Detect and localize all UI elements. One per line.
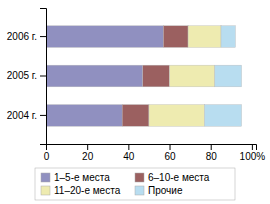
bar	[46, 105, 122, 127]
legend-label: 6–10-е места	[148, 172, 210, 183]
bar	[205, 105, 242, 127]
tick: 60	[164, 144, 176, 162]
legend-swatch	[135, 186, 144, 195]
legend-item: Прочие	[135, 185, 183, 196]
tick: 20	[82, 144, 94, 162]
bar	[221, 26, 235, 48]
tick: 0	[44, 144, 50, 162]
bar	[46, 65, 143, 87]
legend: 1–5-е места 6–10-е места 11–20-е места Проч…	[35, 168, 235, 200]
tick: 2005 г.	[7, 70, 46, 81]
tick-label: 100%	[240, 151, 266, 162]
tick-mark	[211, 144, 212, 150]
tick-label: 60	[164, 151, 176, 162]
value-axis: 0 20 40 60 80 100%	[44, 144, 266, 162]
legend-label: Прочие	[148, 185, 183, 196]
tick: 2006 г.	[7, 31, 46, 42]
tick-mark	[87, 144, 88, 150]
plot: 0 20 40 60 80 100% 2004 г. 2005 г. 2006 г.	[7, 9, 266, 163]
tick-label: 2005 г.	[7, 70, 37, 81]
tick-mark	[40, 115, 46, 116]
legend-label: 1–5-е места	[54, 172, 110, 183]
bar	[143, 65, 170, 87]
legend-item: 6–10-е места	[135, 172, 210, 183]
tick-label: 2004 г.	[7, 110, 37, 121]
tick: 2004 г.	[7, 110, 46, 121]
bar	[215, 65, 242, 87]
tick: 100%	[240, 144, 266, 162]
bars	[46, 26, 242, 127]
bar	[122, 105, 149, 127]
bar	[149, 105, 205, 127]
tick: 40	[123, 144, 135, 162]
legend-item: 1–5-е места	[41, 172, 110, 183]
axis-line	[40, 9, 47, 145]
bar	[163, 26, 188, 48]
legend-frame	[35, 168, 235, 200]
legend-swatch	[135, 173, 144, 182]
category-axis: 2004 г. 2005 г. 2006 г.	[7, 9, 47, 145]
tick-label: 2006 г.	[7, 31, 37, 42]
tick-mark	[252, 144, 253, 150]
tick-label: 80	[206, 151, 218, 162]
bar	[188, 26, 221, 48]
legend-swatch	[41, 173, 50, 182]
tick-label: 40	[123, 151, 135, 162]
tick: 80	[206, 144, 218, 162]
tick-mark	[40, 76, 46, 77]
tick-mark	[128, 144, 129, 150]
bar	[170, 65, 215, 87]
legend-item: 11–20-е места	[41, 185, 121, 196]
tick-mark	[40, 36, 46, 37]
chart: 0 20 40 60 80 100% 2004 г. 2005 г. 2006 г. 1–5-е …	[0, 0, 270, 204]
bar	[46, 26, 163, 48]
legend-swatch	[41, 186, 50, 195]
legend-label: 11–20-е места	[54, 185, 121, 196]
tick-mark	[170, 144, 171, 150]
tick-label: 20	[82, 151, 94, 162]
axis-line	[47, 145, 257, 151]
tick-label: 0	[44, 151, 50, 162]
